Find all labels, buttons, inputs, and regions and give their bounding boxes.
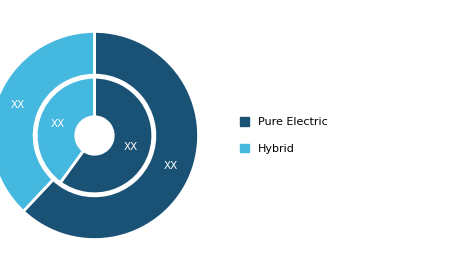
Text: XX: XX	[124, 142, 138, 152]
Text: XX: XX	[11, 100, 25, 110]
Legend: Pure Electric, Hybrid: Pure Electric, Hybrid	[235, 113, 332, 158]
Text: XX: XX	[51, 119, 65, 129]
Wedge shape	[36, 77, 94, 183]
Text: XX: XX	[164, 161, 178, 171]
Wedge shape	[60, 77, 153, 194]
Wedge shape	[23, 31, 198, 240]
Wedge shape	[0, 31, 94, 211]
